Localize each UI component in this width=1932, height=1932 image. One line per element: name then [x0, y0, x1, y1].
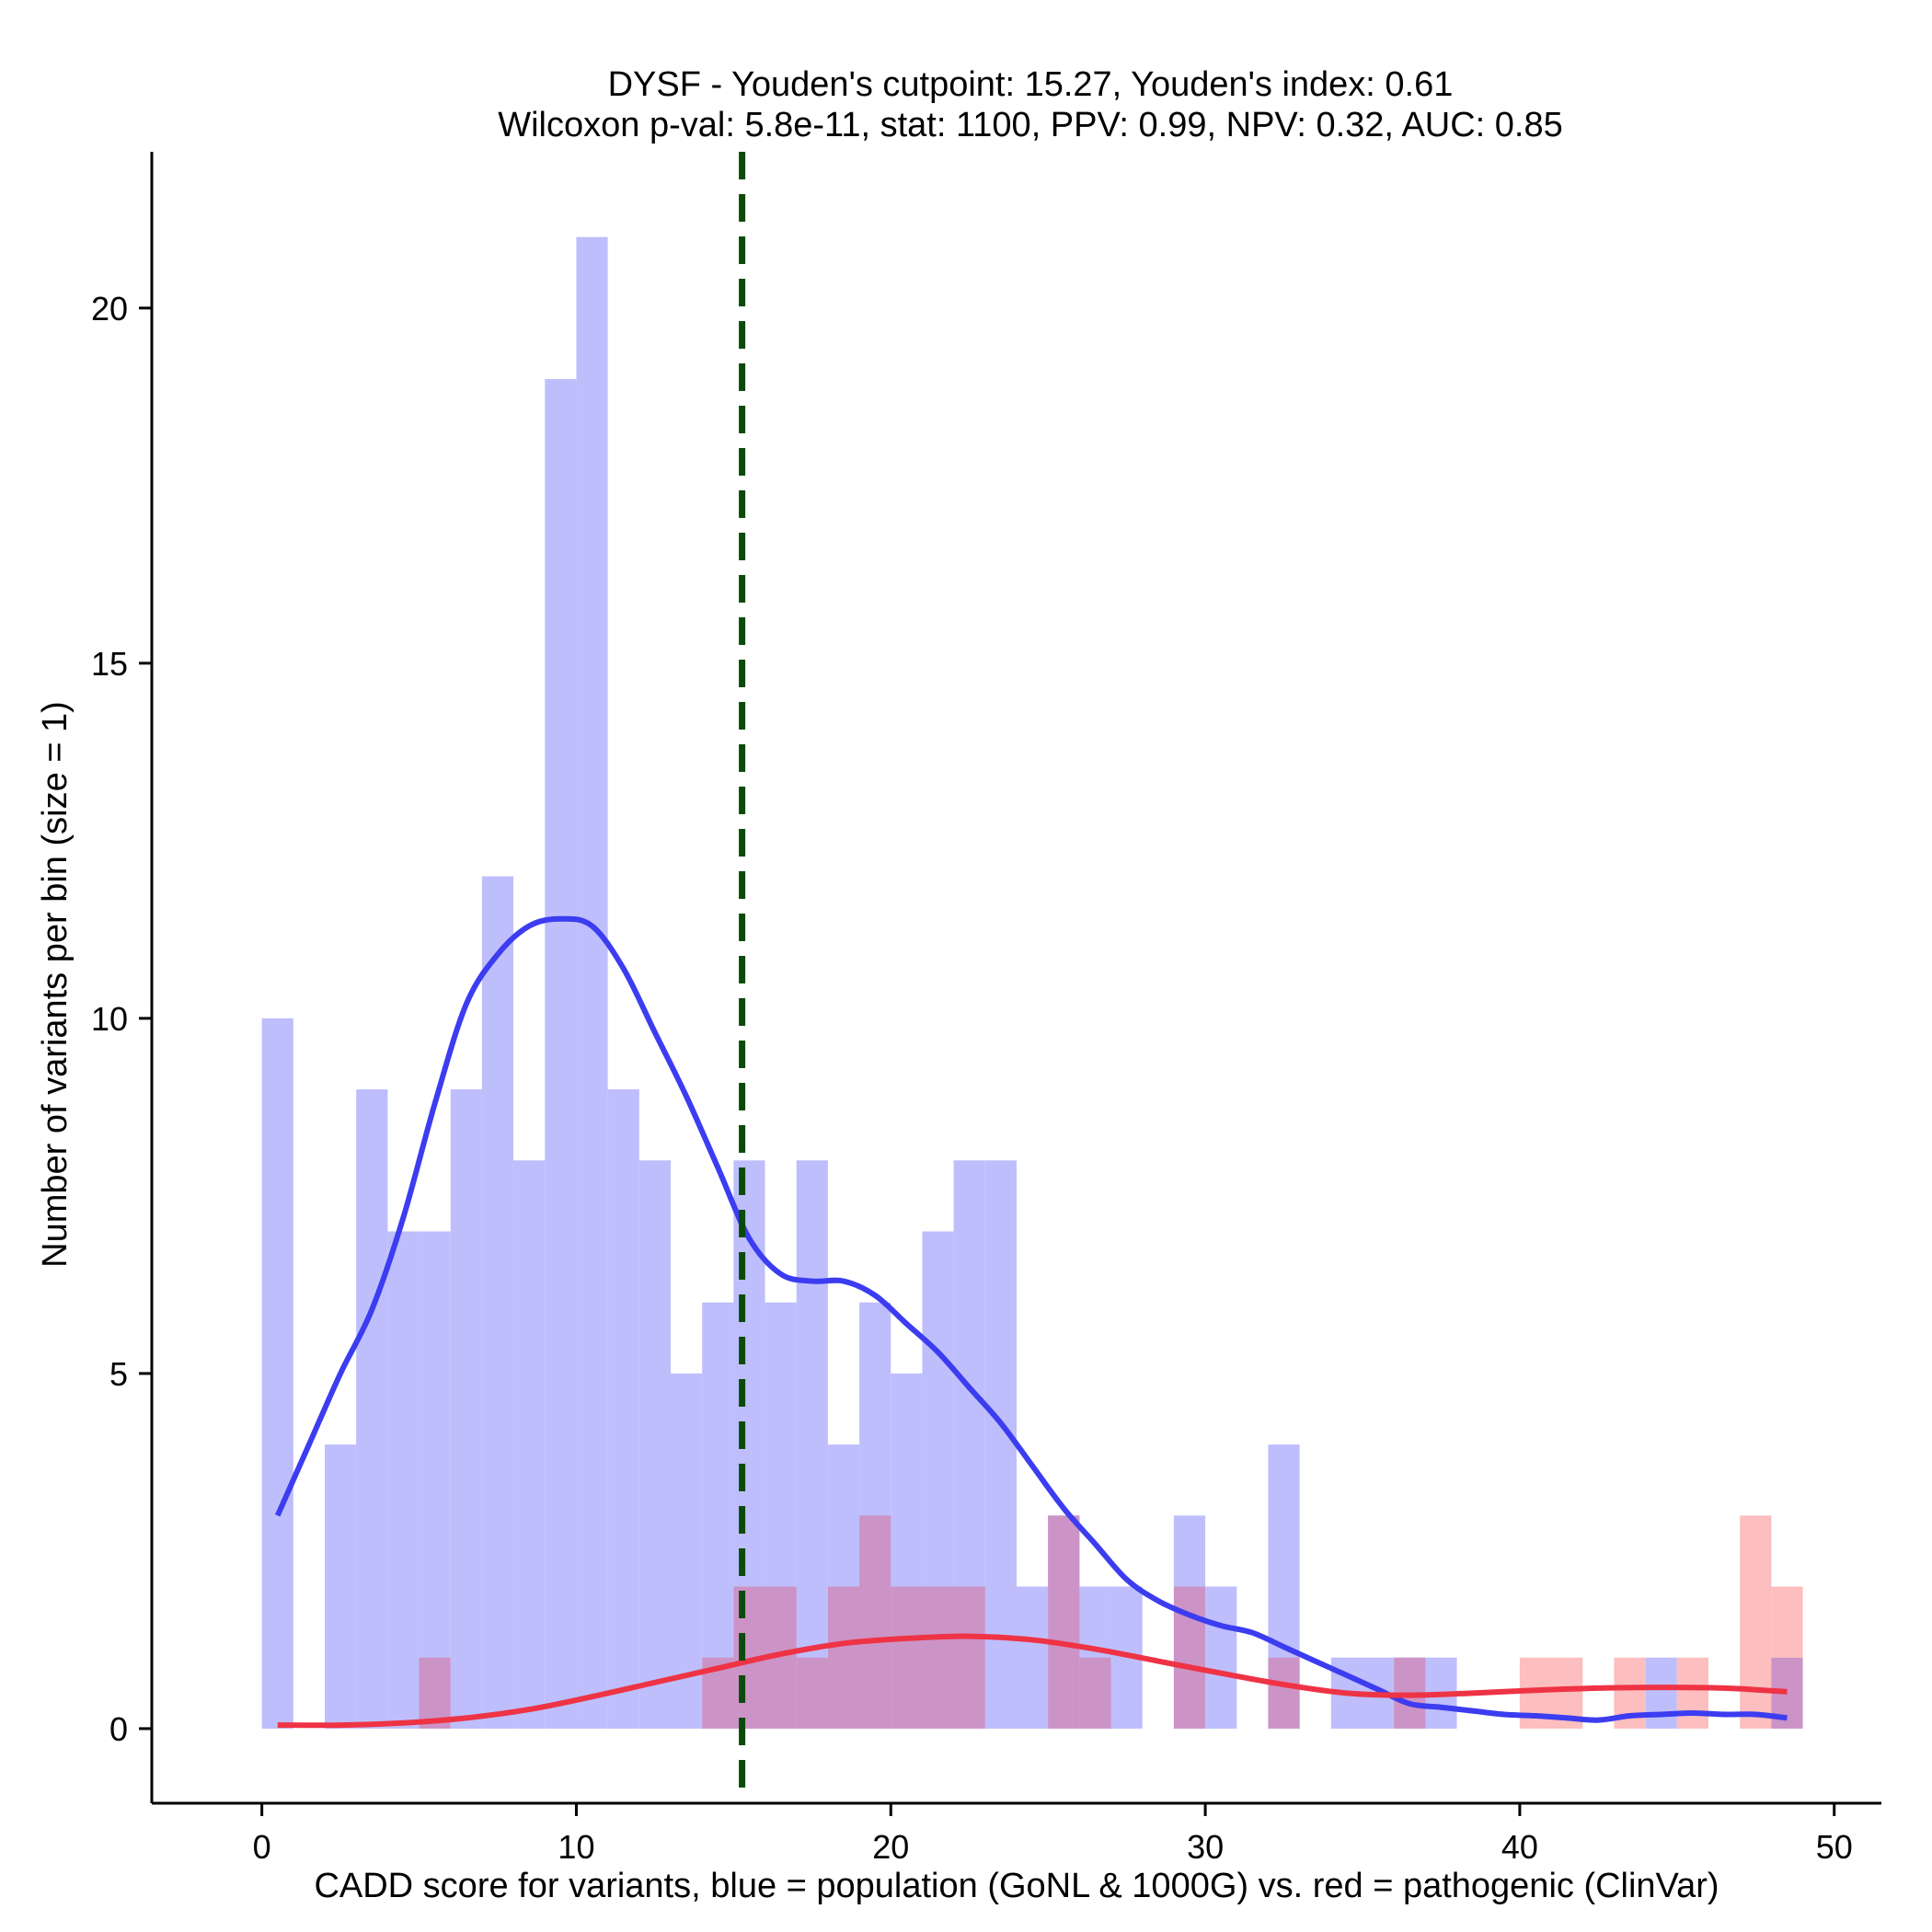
pathogenic-bar	[1771, 1586, 1803, 1658]
x-tick-label: 0	[253, 1828, 271, 1866]
y-tick-label: 5	[109, 1355, 128, 1393]
population-bar	[513, 1160, 546, 1729]
chart-title-line2: Wilcoxon p-val: 5.8e-11, stat: 1100, PPV…	[498, 106, 1563, 144]
pathogenic-bar	[922, 1586, 954, 1729]
y-tick-label: 10	[91, 1000, 128, 1038]
chart-title-line1: DYSF - Youden's cutpoint: 15.27, Youden'…	[608, 65, 1454, 104]
pathogenic-bar	[827, 1586, 860, 1729]
population-bar	[325, 1444, 357, 1729]
pathogenic-bar	[1268, 1657, 1300, 1729]
x-axis-label: CADD score for variants, blue = populati…	[314, 1867, 1719, 1905]
pathogenic-bar	[1740, 1515, 1772, 1729]
pathogenic-density-line	[277, 1633, 1788, 1729]
population-bars	[261, 236, 1803, 1729]
axes	[139, 152, 1881, 1816]
population-bar	[1017, 1586, 1049, 1729]
population-bar	[1645, 1657, 1677, 1729]
y-tick-label: 0	[109, 1710, 128, 1748]
population-bar	[607, 1089, 639, 1729]
y-axis-label: Number of variants per bin (size = 1)	[36, 701, 75, 1268]
pathogenic-bar	[796, 1657, 828, 1729]
pathogenic-bar	[1048, 1515, 1080, 1729]
pathogenic-bar	[891, 1586, 923, 1729]
pathogenic-bar	[859, 1515, 891, 1729]
population-bar	[638, 1160, 671, 1729]
pathogenic-bar	[419, 1657, 451, 1729]
population-bar	[450, 1089, 482, 1729]
density-curves	[274, 915, 1788, 1729]
y-tick-label: 20	[91, 290, 128, 328]
pathogenic-bar	[1676, 1657, 1708, 1729]
pathogenic-bar	[953, 1586, 985, 1729]
x-tick-label: 20	[872, 1828, 909, 1866]
tick-labels: 0 10 20 30 40 50 0 5 10 15 20	[91, 290, 1853, 1866]
y-tick-label: 15	[91, 645, 128, 683]
population-bar	[671, 1373, 703, 1729]
x-tick-label: 10	[558, 1828, 594, 1866]
pathogenic-bar	[1079, 1657, 1111, 1729]
population-density-line	[274, 915, 1788, 1723]
population-bar	[984, 1160, 1017, 1729]
population-bar	[576, 236, 608, 1729]
population-bar	[356, 1089, 388, 1729]
x-tick-label: 40	[1501, 1828, 1538, 1866]
population-bar	[545, 379, 577, 1729]
population-bar	[796, 1160, 828, 1729]
population-bar	[261, 1018, 293, 1729]
population-bar	[387, 1231, 420, 1729]
population-bar	[419, 1231, 451, 1729]
population-bar	[481, 876, 514, 1729]
x-tick-label: 30	[1187, 1828, 1224, 1866]
population-bar	[1205, 1586, 1237, 1729]
x-tick-label: 50	[1816, 1828, 1853, 1866]
